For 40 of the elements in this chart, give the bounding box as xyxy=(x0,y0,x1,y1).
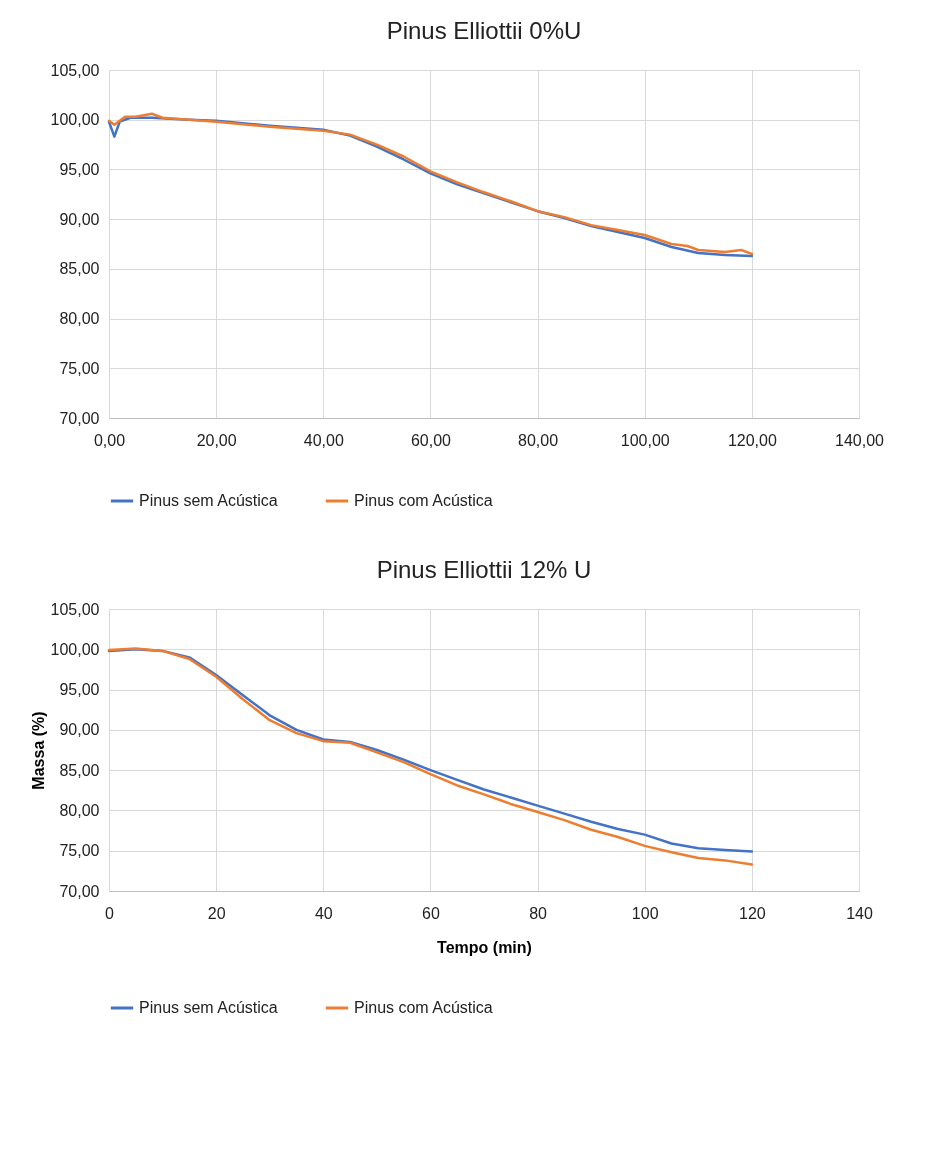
y-tick-label: 95,00 xyxy=(59,681,100,699)
y-tick-label: 80,00 xyxy=(59,801,100,819)
y-tick-label: 70,00 xyxy=(59,882,100,900)
y-tick-label: 75,00 xyxy=(59,842,100,860)
x-tick-label: 140,00 xyxy=(835,431,885,449)
chart-title: Pinus Elliottii 0%U xyxy=(386,17,582,44)
chart-title: Pinus Elliottii 12% U xyxy=(376,556,592,583)
x-tick-label: 20,00 xyxy=(196,431,237,449)
y-axis-title: Massa (%) xyxy=(29,711,47,790)
y-tick-label: 105,00 xyxy=(50,600,100,618)
x-tick-label: 0,00 xyxy=(93,431,126,449)
y-tick-label: 75,00 xyxy=(59,359,100,377)
x-tick-label: 80 xyxy=(529,904,548,922)
x-tick-label: 40,00 xyxy=(303,431,344,449)
x-tick-label: 60,00 xyxy=(410,431,452,449)
y-tick-label: 85,00 xyxy=(59,761,100,779)
legend-label: Pinus com Acústica xyxy=(354,492,493,509)
y-tick-label: 100,00 xyxy=(50,111,100,129)
x-tick-label: 80,00 xyxy=(518,431,559,449)
y-tick-label: 95,00 xyxy=(59,160,100,178)
y-tick-label: 100,00 xyxy=(50,640,100,658)
legend-label: Pinus com Acústica xyxy=(354,999,493,1016)
y-tick-label: 85,00 xyxy=(59,260,100,278)
x-tick-label: 100,00 xyxy=(620,431,670,449)
x-tick-label: 140 xyxy=(846,904,873,922)
x-tick-label: 60 xyxy=(422,904,440,922)
legend-label: Pinus sem Acústica xyxy=(139,999,278,1016)
x-tick-label: 0 xyxy=(105,904,115,922)
y-tick-label: 90,00 xyxy=(59,721,100,739)
y-tick-label: 105,00 xyxy=(50,61,100,79)
x-tick-label: 20 xyxy=(207,904,226,922)
x-tick-label: 120,00 xyxy=(727,431,777,449)
x-tick-label: 100 xyxy=(631,904,659,922)
y-tick-label: 80,00 xyxy=(59,310,100,328)
y-tick-label: 70,00 xyxy=(59,409,100,427)
y-tick-label: 90,00 xyxy=(59,210,100,228)
x-axis-title: Tempo (min) xyxy=(437,938,532,956)
legend-label: Pinus sem Acústica xyxy=(139,492,278,509)
x-tick-label: 120 xyxy=(739,904,766,922)
x-tick-label: 40 xyxy=(314,904,333,922)
